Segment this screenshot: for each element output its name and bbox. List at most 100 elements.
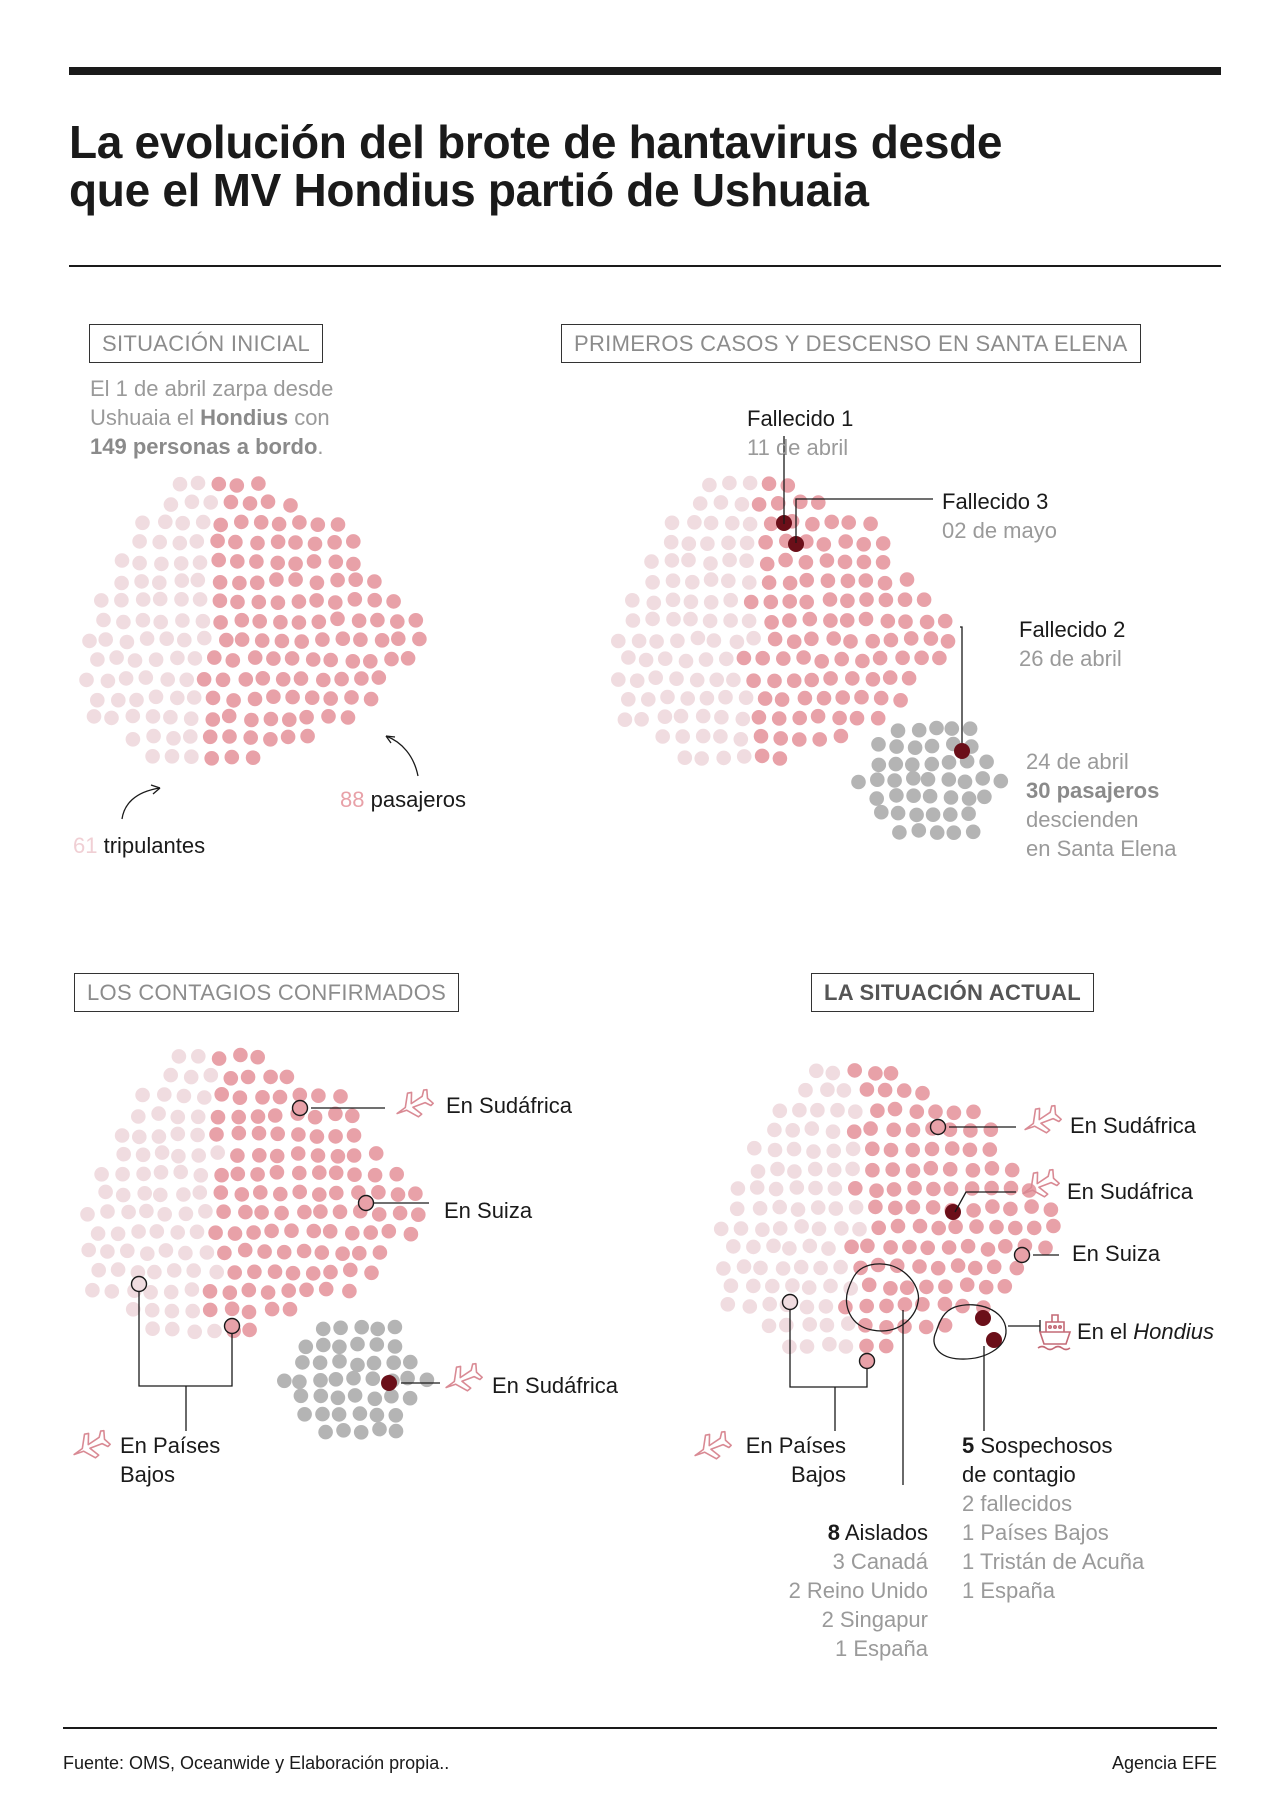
crew-dot: [176, 1088, 192, 1104]
passenger-dot: [274, 1205, 289, 1221]
crew-dot: [198, 1204, 213, 1219]
crew-dot: [152, 534, 167, 550]
passenger-dot: [285, 689, 300, 705]
netherlands-bracket-2: [789, 1309, 868, 1388]
crew-dot: [766, 1238, 781, 1254]
landed-dot: [871, 757, 887, 773]
crew-dot: [199, 1245, 215, 1260]
passenger-dot: [847, 1063, 862, 1078]
passenger-dot: [263, 711, 279, 727]
passenger-dot: [233, 1047, 248, 1063]
crew-dot: [641, 692, 656, 707]
crew-dot: [170, 1126, 186, 1142]
crew-dot: [163, 1067, 178, 1083]
passenger-dot: [211, 552, 226, 568]
passenger-dot: [229, 478, 245, 493]
passenger-dot: [328, 1129, 343, 1144]
passenger-dot: [871, 1220, 886, 1236]
passengers-label: 88 pasajeros: [340, 785, 466, 814]
infected-dot: [929, 1118, 947, 1136]
passenger-dot: [980, 1242, 996, 1257]
crew-dot: [110, 1226, 126, 1242]
passenger-dot: [877, 1082, 893, 1098]
crew-dot: [147, 1264, 162, 1280]
passenger-dot: [931, 1220, 946, 1236]
passenger-dot: [306, 554, 322, 569]
passenger-dot: [886, 1182, 902, 1197]
landing-text-2: en Santa Elena: [1026, 836, 1177, 861]
crew-dot: [692, 496, 708, 511]
crew-dot: [689, 672, 705, 688]
passenger-dot: [266, 651, 281, 666]
crew-count: 61: [73, 833, 98, 858]
passenger-dot: [276, 1244, 292, 1260]
passenger-dot: [890, 1218, 906, 1234]
passenger-dot: [309, 1129, 325, 1144]
passenger-dot: [299, 1282, 314, 1298]
crew-dot: [792, 1102, 807, 1118]
passenger-dot: [273, 614, 288, 630]
heading-first-cases: PRIMEROS CASOS Y DESCENSO EN SANTA ELENA: [561, 324, 1141, 363]
landed-dot: [350, 1336, 365, 1352]
passenger-dot: [782, 613, 797, 628]
landed-dot: [388, 1408, 404, 1423]
passenger-dot: [252, 1185, 268, 1200]
passenger-dot: [328, 1165, 344, 1181]
passenger-dot: [251, 1148, 267, 1163]
p3-netherlands-2: Bajos: [120, 1462, 176, 1487]
passenger-dot: [267, 1108, 283, 1123]
intro-text: con: [288, 405, 330, 430]
passenger-dot: [296, 1243, 312, 1259]
passenger-dot: [240, 1069, 256, 1085]
passenger-dot: [880, 613, 896, 629]
crew-dot: [762, 1296, 777, 1312]
landed-dot: [888, 756, 904, 772]
passenger-dot: [763, 516, 779, 532]
crew-dot: [184, 494, 200, 510]
passenger-dot: [306, 1223, 322, 1239]
crew-dot: [195, 613, 211, 629]
crew-dot: [183, 729, 198, 744]
p3-southafrica-1: En Sudáfrica: [446, 1093, 572, 1118]
passenger-dot: [371, 1185, 386, 1200]
crew-dot: [186, 1263, 201, 1278]
passenger-dot: [345, 654, 361, 669]
crew-dot: [811, 1221, 827, 1237]
crew-dot: [611, 633, 626, 649]
landed-dot: [975, 771, 990, 786]
isolated-item: 1 España: [835, 1636, 928, 1661]
passenger-dot: [983, 1122, 999, 1137]
passenger-dot: [870, 1103, 885, 1118]
passenger-dot: [816, 537, 832, 552]
crew-dot: [665, 573, 681, 588]
passenger-dot: [1024, 1199, 1039, 1214]
suspects-item: 1 Países Bajos: [962, 1520, 1109, 1545]
passenger-dot: [942, 1122, 958, 1137]
crew-dot: [121, 1204, 136, 1220]
landed-dot: [370, 1321, 386, 1337]
suspects-label: Sospechosos: [974, 1433, 1113, 1458]
death2-line: [960, 626, 963, 743]
landed-dot: [890, 723, 906, 738]
passenger-dot: [786, 634, 802, 649]
passenger-dot: [291, 615, 307, 630]
passenger-dot: [212, 575, 228, 590]
landed-dot: [315, 1321, 331, 1337]
crew-dot: [125, 732, 141, 747]
passenger-dot: [270, 534, 286, 550]
passenger-dot: [843, 634, 858, 649]
passenger-dot: [243, 730, 258, 745]
crew-dot: [197, 1090, 212, 1105]
crew-dot: [655, 729, 670, 744]
passenger-dot: [859, 1298, 874, 1314]
crew-dot: [726, 1239, 741, 1254]
passenger-dot: [255, 1090, 270, 1105]
passenger-dot: [288, 556, 303, 572]
crew-dot: [90, 1226, 106, 1241]
passenger-dot: [371, 1207, 387, 1222]
passenger-dot: [799, 572, 814, 588]
passenger-dot: [202, 1284, 218, 1299]
crew-dot: [109, 650, 124, 665]
passenger-dot: [250, 1049, 265, 1065]
passenger-dot: [285, 1265, 301, 1281]
